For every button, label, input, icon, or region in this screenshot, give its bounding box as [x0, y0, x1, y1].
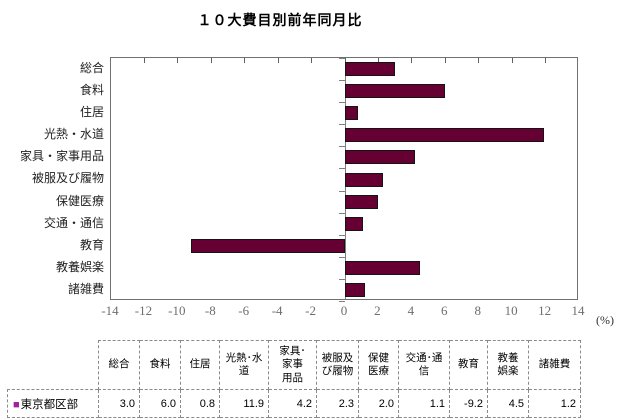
- value-axis-tick: [311, 58, 313, 63]
- category-label: 教育: [79, 237, 104, 252]
- value-axis-tick-label: -12: [134, 303, 153, 318]
- bar-9: [191, 239, 346, 253]
- value-axis-tick-label: 4: [407, 303, 415, 318]
- table-value-cell: 4.5: [487, 389, 529, 418]
- bar-3: [345, 106, 358, 120]
- data-table: 総合 食料 住居 光熱･水 道家具･ 家事 用品 被服及 び履物 保健 医療 交通･通 信教…: [7, 340, 581, 418]
- category-axis-tick: [339, 213, 345, 214]
- table-header-cell: 光熱･水 道: [219, 340, 269, 390]
- table-value-cell: -9.2: [449, 389, 488, 418]
- table-header-cell: 教養 娯楽: [487, 340, 529, 390]
- value-axis-tick: [244, 58, 246, 63]
- category-axis-tick: [339, 124, 345, 125]
- bar-4: [345, 128, 544, 142]
- value-axis-tick-label: -14: [101, 303, 119, 318]
- value-axis-tick: [344, 58, 346, 63]
- value-axis-tick-label: 12: [538, 303, 552, 318]
- category-axis-tick: [339, 279, 345, 280]
- category-axis-tick: [339, 235, 345, 236]
- value-axis-tick: [143, 58, 145, 63]
- table-value-cell: 2.3: [316, 389, 359, 418]
- table-value-cell: 6.0: [139, 389, 181, 418]
- table-value-cell: 1.2: [528, 389, 581, 418]
- table-header-cell: 交通･通 信: [398, 340, 450, 390]
- table-value-row: ■東京都区部 3.0 6.0 0.8 11.9 4.2 2.3 2.0 1.1 -9.2 4.5 1…: [7, 389, 581, 418]
- table-header-cell: 住居: [180, 340, 220, 390]
- value-axis-tick-label: 6: [441, 303, 448, 318]
- bar-1: [345, 62, 395, 76]
- category-axis-tick: [339, 301, 345, 302]
- value-axis-tick-label: 14: [571, 303, 585, 318]
- value-axis-tick: [545, 58, 547, 63]
- series-label-cell: ■東京都区部: [7, 389, 99, 418]
- value-axis-tick: [511, 58, 513, 63]
- value-axis-tick-label: -8: [204, 303, 216, 318]
- table-header-cell: 総合: [98, 340, 140, 390]
- category-label: 総合: [79, 61, 104, 75]
- bar-5: [345, 150, 415, 164]
- category-label: 光熱・水道: [43, 127, 104, 142]
- bar-7: [345, 195, 378, 209]
- category-axis-tick: [339, 146, 345, 147]
- value-axis-tick-label: 8: [474, 303, 481, 318]
- table-header-cell: 家具･ 家事 用品: [268, 340, 317, 390]
- value-axis-tick-label: 0: [340, 303, 348, 318]
- bar-10: [345, 261, 420, 275]
- category-axis-tick: [339, 168, 345, 169]
- value-axis-tick: [210, 58, 212, 63]
- table-header-cell: 教育: [449, 340, 488, 390]
- category-label: 諸雑費: [67, 281, 104, 296]
- value-axis-tick-label: -4: [271, 303, 283, 318]
- legend-marker-icon: ■: [13, 398, 20, 411]
- table-value-cell: 3.0: [98, 389, 140, 418]
- table-header-cell: 諸雑費: [528, 340, 581, 390]
- value-axis-tick-label: -2: [305, 303, 316, 318]
- value-axis-tick: [377, 58, 379, 63]
- value-axis-tick: [411, 58, 413, 63]
- bar-8: [345, 217, 363, 231]
- table-value-cell: 4.2: [268, 389, 317, 418]
- category-axis-tick: [339, 102, 345, 103]
- value-axis-labels: -14 -12 -10 -8 -6 -4 -2 0 2 4 6 8 10 12 14: [0, 303, 640, 319]
- value-axis-tick-label: -10: [168, 303, 186, 318]
- table-header-row: 総合 食料 住居 光熱･水 道家具･ 家事 用品 被服及 び履物 保健 医療 交通･通 信教…: [8, 340, 581, 390]
- series-label: 東京都区部: [20, 398, 79, 411]
- category-label: 保健医療: [55, 193, 104, 208]
- value-axis-tick: [177, 58, 179, 63]
- category-label: 食料: [79, 83, 104, 98]
- category-axis-tick: [339, 80, 345, 81]
- value-axis-tick: [277, 58, 279, 63]
- category-axis-tick: [339, 191, 345, 192]
- category-label: 被服及び履物: [31, 171, 104, 186]
- table-header-cell: 被服及 び履物: [316, 340, 359, 390]
- category-axis-tick: [339, 58, 345, 59]
- category-label: 家具・家事用品: [19, 149, 104, 164]
- category-label: 教養娯楽: [55, 259, 104, 274]
- table-value-cell: 0.8: [180, 389, 220, 418]
- table-value-cell: 11.9: [219, 389, 269, 418]
- bar-2: [345, 84, 445, 98]
- value-axis-tick-label: 2: [374, 303, 381, 318]
- value-axis-tick: [444, 58, 446, 63]
- value-axis-tick: [478, 58, 480, 63]
- value-axis-tick-label: 10: [504, 303, 518, 318]
- category-axis-tick: [339, 257, 345, 258]
- table-value-cell: 1.1: [398, 389, 450, 418]
- table-header-cell: 保健 医療: [358, 340, 399, 390]
- category-label: 交通・通信: [43, 215, 104, 230]
- bar-6: [345, 173, 383, 187]
- table-header-cell: 食料: [139, 340, 181, 390]
- chart-title: １０大費目別前年同月比: [197, 12, 363, 28]
- value-axis-tick-label: -6: [238, 303, 250, 318]
- percent-unit-label: (%): [596, 313, 614, 327]
- table-value-cell: 2.0: [358, 389, 399, 418]
- table-corner-cell: [8, 341, 99, 390]
- bar-11: [345, 283, 365, 297]
- plot-area: [110, 57, 578, 302]
- category-label: 住居: [79, 105, 104, 120]
